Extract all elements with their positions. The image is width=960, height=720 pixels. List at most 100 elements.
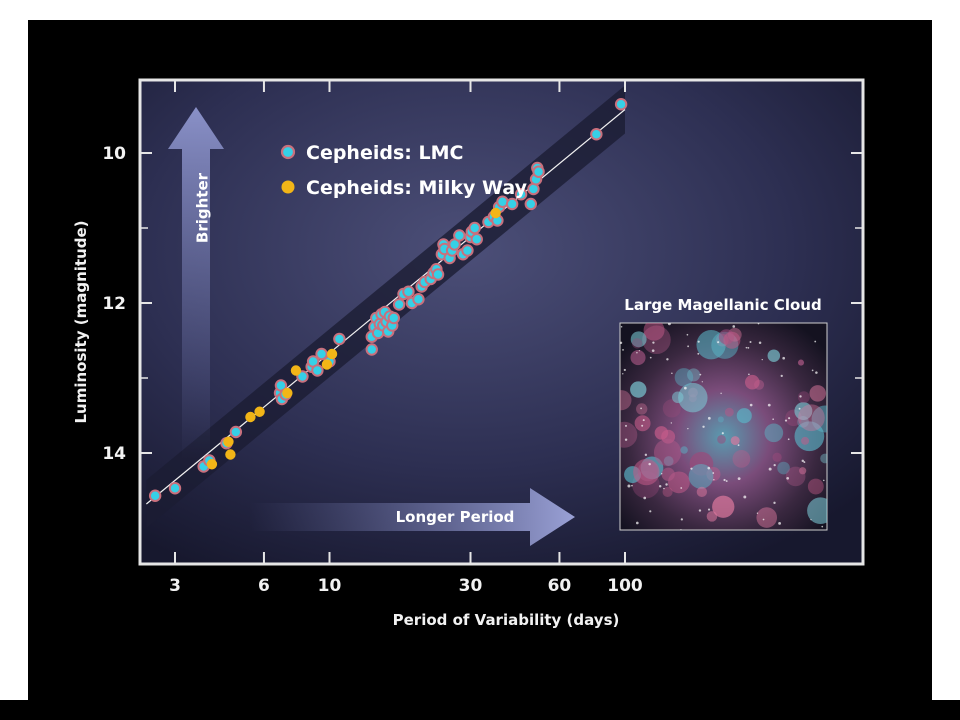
nebula-blob: [633, 458, 660, 486]
x-tick-label: 3: [169, 576, 181, 596]
nebula-blob: [797, 359, 805, 366]
nebula-blob: [807, 497, 827, 525]
point-milky-way: [225, 449, 236, 460]
star: [732, 325, 736, 328]
y-tick-label: 10: [102, 144, 126, 164]
nebula-blob: [724, 407, 734, 417]
nebula-blob: [662, 486, 673, 497]
lmc-image: [619, 322, 828, 531]
nebula-blob: [620, 421, 638, 448]
star: [623, 368, 626, 372]
nebula-blob: [630, 331, 647, 348]
star: [667, 323, 671, 326]
star: [773, 501, 776, 505]
star: [725, 480, 728, 482]
star: [661, 473, 663, 475]
star: [788, 417, 791, 420]
star: [782, 356, 786, 360]
star: [644, 453, 648, 457]
point-lmc: [402, 285, 415, 298]
nebula-texture: [620, 323, 827, 530]
nebula-blob: [674, 368, 694, 387]
star: [671, 372, 673, 374]
nebula-blob: [630, 350, 646, 366]
nebula-blob: [661, 467, 675, 481]
star: [717, 341, 720, 344]
legend-marker-lmc: [280, 144, 296, 160]
nebula-blob: [663, 456, 674, 466]
nebula-blob: [801, 436, 810, 445]
star: [803, 461, 806, 464]
star: [811, 369, 814, 372]
star: [801, 459, 805, 463]
point-milky-way: [321, 359, 333, 370]
nebula-blob: [688, 463, 714, 489]
brighter-label: Brighter: [194, 172, 212, 243]
star: [636, 352, 638, 354]
point-lmc: [505, 197, 519, 211]
star: [652, 341, 655, 344]
star: [720, 392, 722, 395]
star: [670, 422, 672, 424]
nebula-blob: [620, 390, 632, 411]
star: [749, 403, 753, 407]
star: [768, 467, 772, 471]
star: [642, 419, 645, 422]
star: [814, 340, 817, 343]
x-tick-label: 100: [607, 576, 643, 596]
star: [723, 478, 726, 482]
star: [757, 323, 760, 325]
legend-label-milky-way: Cepheids: Milky Way: [306, 177, 528, 199]
nebula-blob: [820, 453, 827, 464]
star: [743, 495, 747, 499]
nebula-blob: [764, 423, 784, 443]
star: [799, 395, 802, 398]
x-tick-label: 30: [459, 576, 483, 596]
point-lmc: [315, 347, 328, 361]
star: [737, 444, 740, 447]
inset-title: Large Magellanic Cloud: [624, 296, 821, 314]
star: [649, 510, 652, 513]
star: [707, 508, 711, 511]
legend-marker-milky-way: [281, 180, 295, 194]
y-tick-label: 14: [102, 444, 126, 464]
point-lmc: [365, 343, 378, 356]
star: [821, 525, 824, 528]
star: [627, 484, 631, 488]
star: [622, 349, 624, 351]
point-milky-way: [326, 348, 338, 360]
star: [620, 325, 623, 328]
x-tick-label: 10: [318, 576, 342, 596]
star: [767, 403, 771, 407]
star: [648, 462, 651, 466]
star: [702, 425, 705, 428]
nebula-blob: [730, 436, 740, 446]
star: [756, 512, 759, 514]
star: [687, 427, 689, 430]
star: [701, 381, 703, 383]
point-lmc: [431, 268, 445, 281]
star: [749, 340, 752, 343]
star: [707, 416, 711, 420]
star: [758, 341, 762, 344]
nebula-blob: [772, 452, 782, 462]
nebula-blob: [732, 449, 751, 468]
point-milky-way: [206, 459, 218, 470]
bottom-strip: [0, 700, 960, 720]
star: [748, 373, 750, 376]
star: [622, 373, 624, 375]
star: [663, 487, 665, 490]
nebula-blob: [807, 478, 824, 495]
star: [641, 424, 644, 427]
nebula-blob: [723, 331, 741, 349]
star: [640, 407, 642, 410]
star: [815, 371, 818, 374]
star: [747, 346, 750, 349]
star: [737, 477, 741, 481]
point-lmc: [524, 197, 538, 211]
nebula-blob: [798, 404, 825, 432]
legend: Cepheids: LMC Cepheids: Milky Way: [280, 142, 528, 199]
star: [624, 438, 628, 441]
star: [658, 485, 662, 488]
star: [786, 476, 790, 480]
